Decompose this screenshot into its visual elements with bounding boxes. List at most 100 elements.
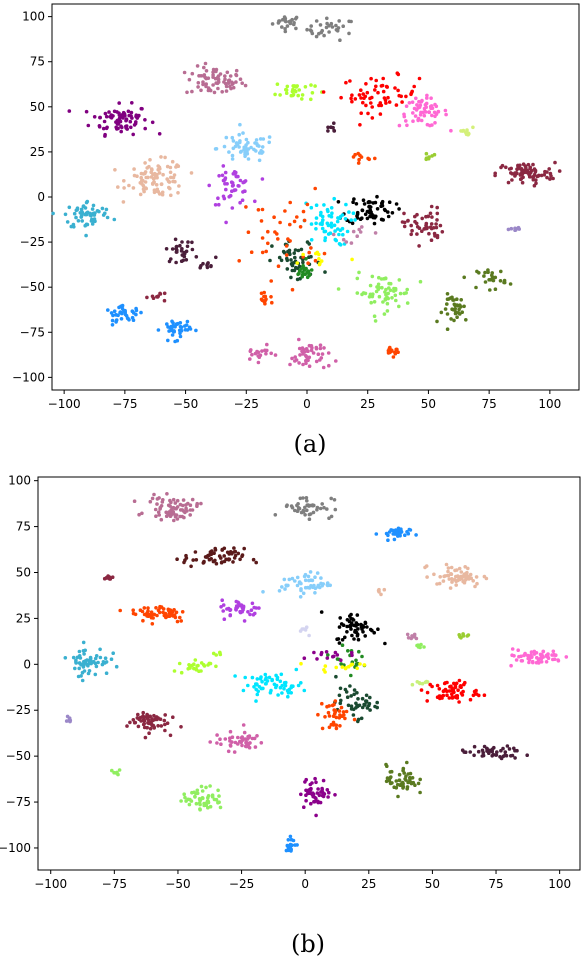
data-point	[248, 612, 252, 617]
data-point	[114, 313, 119, 317]
data-point	[250, 675, 255, 680]
data-point	[458, 303, 462, 308]
x-tick-label: −100	[48, 397, 81, 411]
data-point	[288, 200, 293, 205]
data-point	[466, 132, 470, 137]
data-point	[148, 726, 153, 731]
data-point	[356, 637, 361, 642]
data-point	[190, 790, 194, 795]
data-point	[358, 662, 362, 666]
data-point	[242, 730, 247, 735]
data-point	[208, 88, 213, 93]
y-tick-label: −50	[6, 749, 31, 763]
data-point	[282, 15, 287, 19]
data-point	[222, 617, 227, 621]
data-point	[351, 211, 356, 215]
data-point	[390, 211, 395, 215]
data-point	[490, 275, 495, 279]
data-point	[297, 361, 301, 365]
data-point	[386, 214, 391, 219]
data-point	[406, 218, 410, 223]
data-point	[419, 688, 424, 692]
data-point	[136, 114, 140, 119]
data-point	[344, 202, 348, 207]
data-point	[384, 84, 389, 89]
data-point	[149, 610, 154, 614]
data-point	[416, 781, 421, 786]
data-point	[84, 233, 88, 238]
data-point	[136, 724, 141, 729]
data-point	[336, 287, 341, 291]
data-point	[178, 514, 182, 519]
data-point	[284, 88, 289, 92]
data-point	[332, 121, 336, 125]
data-point	[354, 202, 359, 206]
data-point	[260, 250, 265, 255]
data-point	[437, 694, 442, 698]
data-point	[290, 287, 295, 292]
data-point	[373, 704, 377, 709]
data-point	[313, 84, 317, 88]
cluster-a-22	[156, 319, 198, 344]
data-point	[63, 656, 68, 660]
data-point	[219, 742, 223, 746]
data-point	[267, 135, 272, 139]
data-point	[184, 799, 188, 803]
data-point	[143, 180, 148, 184]
data-point	[228, 729, 233, 734]
data-point	[170, 247, 175, 251]
data-point	[96, 660, 100, 665]
data-point	[345, 618, 350, 622]
points-b	[63, 492, 569, 853]
data-point	[320, 788, 325, 792]
data-point	[299, 681, 303, 685]
data-point	[178, 615, 182, 620]
data-point	[417, 226, 422, 230]
data-point	[273, 353, 278, 357]
data-point	[336, 26, 341, 30]
cluster-a-3	[67, 101, 162, 138]
data-point	[525, 753, 529, 757]
data-point	[397, 778, 402, 783]
data-point	[116, 121, 121, 126]
data-point	[406, 636, 411, 640]
data-point	[359, 111, 364, 115]
data-point	[480, 754, 485, 758]
data-point	[309, 83, 313, 87]
data-point	[223, 170, 228, 175]
data-point	[454, 568, 459, 572]
data-point	[110, 323, 115, 327]
data-point	[380, 199, 385, 204]
data-point	[400, 100, 404, 104]
data-point	[360, 292, 364, 297]
data-point	[441, 579, 446, 583]
data-point	[509, 754, 513, 758]
data-point	[403, 777, 407, 781]
data-point	[204, 69, 209, 73]
data-point	[106, 308, 110, 312]
data-point	[323, 270, 327, 274]
data-point	[357, 270, 361, 275]
cluster-b-26	[405, 632, 419, 641]
data-point	[311, 792, 316, 797]
cluster-a-15	[268, 239, 327, 282]
data-point	[349, 218, 354, 222]
data-point	[204, 803, 209, 807]
data-point	[260, 207, 265, 212]
data-point	[320, 726, 325, 731]
data-point	[131, 186, 136, 190]
panel-label-b: (b)	[291, 930, 325, 958]
data-point	[237, 145, 241, 149]
data-point	[340, 714, 345, 718]
data-point	[295, 843, 299, 847]
data-point	[240, 743, 244, 748]
data-point	[164, 247, 169, 251]
x-tick-label: −50	[165, 877, 190, 891]
data-point	[337, 19, 342, 23]
data-point	[307, 355, 312, 360]
data-point	[261, 137, 266, 141]
data-point	[325, 507, 329, 511]
data-point	[279, 672, 284, 677]
data-point	[214, 255, 218, 260]
x-tick-label: 100	[548, 877, 571, 891]
